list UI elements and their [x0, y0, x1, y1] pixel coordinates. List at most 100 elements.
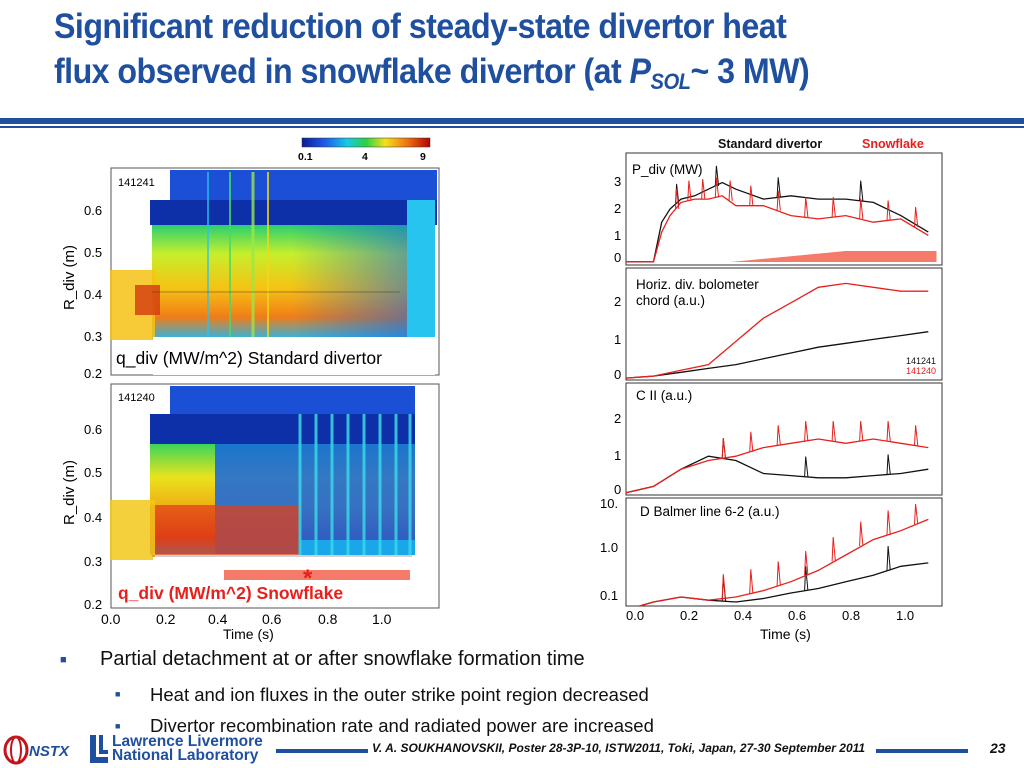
series-spike: [859, 198, 864, 219]
ytick: 1: [614, 448, 621, 463]
footer-rule-right: [876, 749, 968, 753]
panel-frame: [625, 267, 943, 381]
llnl-line-1: Lawrence Livermore: [112, 733, 263, 750]
heatmap-snowflake: [110, 383, 440, 609]
bottom-yticks: 0.6 0.5 0.4 0.3 0.2: [84, 422, 102, 612]
ylabel-bottom: R_div (m): [61, 460, 78, 525]
shot-label-snowflake: 141240: [118, 392, 155, 404]
ytick: 0.2: [84, 597, 102, 612]
series-line: [639, 518, 929, 607]
series-spike: [776, 425, 781, 446]
ytick: 2: [614, 294, 621, 309]
ytick: 3: [614, 174, 621, 189]
bullet-main: Partial detachment at or after snowflake…: [100, 648, 585, 670]
series-spike: [804, 197, 809, 218]
title-p: P: [629, 52, 651, 91]
top-yticks: 0.6 0.5 0.4 0.3 0.2: [84, 203, 102, 381]
series-spike: [859, 420, 864, 442]
lineplot-figure: Standard divertor Snowflake 3 2 1 0 P_div (M…: [600, 137, 943, 642]
xtick: 0.8: [842, 608, 860, 623]
series-spike: [721, 438, 726, 459]
bullet-sub-1: Heat and ion fluxes in the outer strike …: [150, 684, 649, 705]
series-spike: [914, 503, 919, 525]
bullet-sub-2: Divertor recombination rate and radiated…: [150, 715, 654, 736]
llnl-line-2: National Laboratory: [112, 747, 259, 764]
series-spike: [749, 185, 754, 206]
ytick: 0.3: [84, 329, 102, 344]
xtick: 0.4: [208, 611, 228, 627]
series-spike: [687, 180, 692, 201]
panel-title: P_div (MW): [632, 162, 703, 177]
series-spike: [749, 431, 754, 452]
ytick: 0.5: [84, 245, 102, 260]
xtick: 0.2: [156, 611, 176, 627]
panel-frame: [625, 382, 943, 496]
ytick: 0.6: [84, 203, 102, 218]
colorbar-tick: 9: [420, 151, 426, 163]
xtick: 1.0: [372, 611, 392, 627]
page-number: 23: [990, 740, 1006, 756]
colorbar-tick: 0.1: [298, 151, 313, 163]
xtick: 0.6: [788, 608, 806, 623]
bullet-marker: ■: [60, 654, 67, 666]
snowflake-period-bar: [730, 251, 937, 262]
nstx-emblem-icon: [3, 735, 29, 765]
colorbar-tick: 4: [362, 151, 368, 163]
series-spike: [831, 197, 836, 218]
ytick: 1.0: [600, 540, 618, 555]
ytick: 0.2: [84, 366, 102, 381]
ytick: 10.: [600, 496, 618, 511]
series-spike: [714, 165, 720, 186]
series-spike: [886, 200, 891, 221]
legend-standard: Standard divertor: [718, 137, 822, 151]
shot-legend-standard: 141241: [906, 356, 936, 366]
series-spike: [886, 420, 891, 442]
footer-rule-left: [276, 749, 368, 753]
series-spike: [776, 190, 781, 211]
series-spike: [714, 177, 720, 198]
shot-legend-snowflake: 141240: [906, 366, 936, 376]
ytick: 0.3: [84, 554, 102, 569]
llnl-logo-icon: [90, 735, 108, 763]
ytick: 0.6: [84, 422, 102, 437]
series-spike: [886, 454, 891, 475]
title-rule: [0, 118, 1024, 124]
series-spike: [749, 569, 754, 594]
series-spike: [776, 561, 781, 586]
bullet-marker: ■: [115, 721, 121, 731]
xtick: 0.6: [262, 611, 282, 627]
heatmap-standard: [110, 167, 440, 376]
line-panel: 3 2 1 0 P_div (MW): [614, 152, 943, 266]
series-spike: [804, 550, 809, 576]
ytick: 0.1: [600, 588, 618, 603]
xlabel-right: Time (s): [760, 626, 811, 642]
series-spike: [886, 545, 891, 571]
xtick: 0.0: [626, 608, 644, 623]
xtick: 1.0: [896, 608, 914, 623]
panel-frame: [625, 497, 943, 607]
series-spike: [776, 177, 781, 198]
legend-snowflake: Snowflake: [862, 137, 924, 151]
title-line-1: Significant reduction of steady-state di…: [54, 7, 787, 46]
shot-label-standard: 141241: [118, 177, 155, 189]
snowflake-star: *: [303, 565, 313, 592]
title-line-2-text: flux observed in snowflake divertor (at: [54, 52, 630, 91]
series-spike: [804, 456, 809, 477]
ytick: 2: [614, 201, 621, 216]
series-spike: [831, 536, 836, 562]
ytick: 0: [614, 367, 621, 382]
title-line-2-end: ~ 3 MW): [690, 52, 810, 91]
line-panel: 2 1 0 C II (a.u.): [614, 382, 943, 497]
heatmap-figure: 0.1 4 9 141241 q_div (MW/m^2) Standard d…: [61, 137, 440, 642]
xlabel-left: Time (s): [223, 626, 274, 642]
series-spike: [859, 180, 864, 201]
series-spike: [804, 420, 809, 442]
xtick: 0.4: [734, 608, 752, 623]
panel-title: chord (a.u.): [636, 293, 705, 308]
ytick: 1: [614, 332, 621, 347]
series-spike: [831, 420, 836, 442]
nstx-wordmark: NSTX: [29, 743, 70, 760]
series-spike: [701, 178, 706, 200]
bullet-marker: ■: [115, 689, 121, 699]
